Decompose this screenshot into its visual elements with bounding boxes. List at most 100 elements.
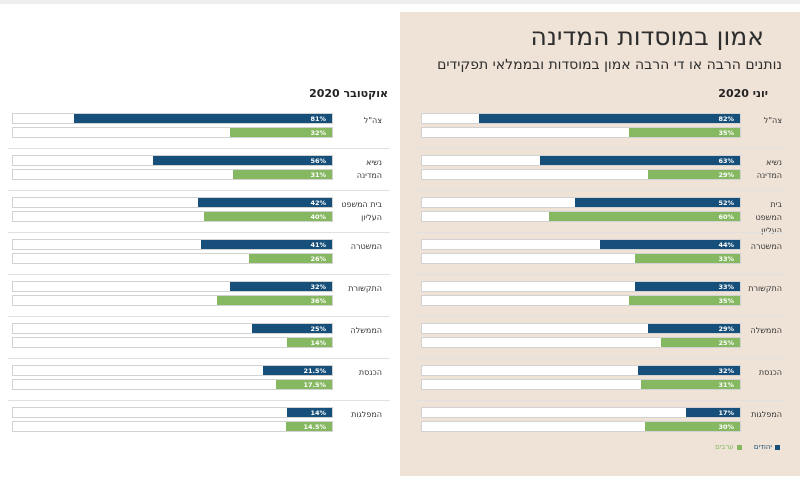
legend-label-jews: יהודים — [753, 443, 772, 451]
june-category-label-supreme-court: בית המשפט העליון — [755, 200, 782, 235]
june-value-label-president-jews: 63% — [718, 157, 734, 165]
june-bar-track-idf-arabs: 35% — [421, 127, 741, 138]
october-separator-parties — [8, 400, 390, 401]
october-bar-police-jews: 41% — [201, 240, 332, 249]
october-bar-police-arabs: 26% — [249, 254, 332, 263]
june-category-label-police: המשטרה — [750, 242, 782, 251]
october-bar-track-president-jews: 56% — [12, 155, 333, 166]
june-bar-track-police-arabs: 33% — [421, 253, 741, 264]
october-category-label-idf: צה"ל — [363, 116, 382, 125]
october-value-label-media-arabs: 36% — [310, 297, 326, 305]
june-bar-track-police-jews: 44% — [421, 239, 741, 250]
june-bar-track-supreme-court-arabs: 60% — [421, 211, 741, 222]
june-bar-track-president-arabs: 29% — [421, 169, 741, 180]
june-bar-government-jews: 29% — [647, 324, 740, 333]
legend-swatch-jews — [775, 444, 780, 450]
october-bar-knesset-arabs: 17.5% — [276, 380, 332, 389]
october-value-label-government-arabs: 14% — [310, 339, 326, 347]
june-bar-knesset-jews: 32% — [638, 366, 740, 375]
october-bar-track-supreme-court-jews: 42% — [12, 197, 333, 208]
october-bar-supreme-court-jews: 42% — [198, 198, 332, 207]
june-value-label-government-arabs: 25% — [718, 339, 734, 347]
october-bar-track-parties-arabs: 14.5% — [12, 421, 333, 432]
june-value-label-government-jews: 29% — [718, 325, 734, 333]
october-bar-knesset-jews: 21.5% — [263, 366, 332, 375]
legend-swatch-arabs — [736, 444, 742, 450]
october-bar-supreme-court-arabs: 40% — [204, 212, 332, 221]
june-category-label-government: הממשלה — [750, 326, 782, 335]
june-bar-supreme-court-arabs: 60% — [549, 212, 740, 221]
october-bar-parties-arabs: 14.5% — [285, 422, 332, 431]
june-bar-track-parties-arabs: 30% — [421, 421, 741, 432]
june-value-label-president-arabs: 29% — [718, 171, 734, 179]
october-bar-track-knesset-arabs: 17.5% — [12, 379, 333, 390]
october-value-label-idf-arabs: 32% — [310, 129, 326, 137]
october-2020-heading: אוקטובר 2020 — [309, 87, 388, 100]
june-category-label-idf: צה"ל — [763, 116, 782, 125]
october-bar-idf-jews: 81% — [73, 114, 332, 123]
october-separator-supreme-court — [8, 190, 390, 191]
october-value-label-supreme-court-jews: 42% — [310, 199, 326, 207]
june-value-label-parties-jews: 17% — [718, 409, 734, 417]
october-category-label-knesset: הכנסת — [358, 368, 382, 377]
page-subtitle: נותנים הרבה או די הרבה אמון במוסדות ובממ… — [437, 57, 782, 73]
june-bar-track-supreme-court-jews: 52% — [421, 197, 741, 208]
june-value-label-parties-arabs: 30% — [718, 423, 734, 431]
october-separator-president — [8, 148, 390, 149]
october-bar-track-media-arabs: 36% — [12, 295, 333, 306]
october-bar-track-police-arabs: 26% — [12, 253, 333, 264]
october-bar-track-police-jews: 41% — [12, 239, 333, 250]
october-bar-government-arabs: 14% — [287, 338, 332, 347]
october-bar-president-jews: 56% — [153, 156, 332, 165]
june-category-label-parties: המפלגות — [751, 410, 782, 419]
october-value-label-police-arabs: 26% — [310, 255, 326, 263]
october-bar-track-media-jews: 32% — [12, 281, 333, 292]
october-bar-parties-jews: 14% — [287, 408, 332, 417]
october-bar-track-government-jews: 25% — [12, 323, 333, 334]
june-bar-parties-jews: 17% — [685, 408, 740, 417]
june-bar-track-knesset-jews: 32% — [421, 365, 741, 376]
june-bar-president-jews: 63% — [539, 156, 740, 165]
june-value-label-supreme-court-arabs: 60% — [718, 213, 734, 221]
top-divider — [0, 0, 800, 4]
october-bar-track-government-arabs: 14% — [12, 337, 333, 348]
june-separator-government — [416, 316, 786, 317]
june-bar-track-media-jews: 33% — [421, 281, 741, 292]
june-bar-knesset-arabs: 31% — [641, 380, 740, 389]
june-bar-track-media-arabs: 35% — [421, 295, 741, 306]
october-bar-idf-arabs: 32% — [229, 128, 332, 137]
october-separator-knesset — [8, 358, 390, 359]
october-category-label-media: התקשורת — [348, 284, 382, 293]
october-value-label-president-arabs: 31% — [310, 171, 326, 179]
june-bar-idf-jews: 82% — [479, 114, 740, 123]
june-bar-track-government-jews: 29% — [421, 323, 741, 334]
october-bar-president-arabs: 31% — [233, 170, 332, 179]
legend: יהודים ערבים — [705, 443, 780, 451]
june-separator-president — [416, 148, 786, 149]
page-title: אמון במוסדות המדינה — [530, 22, 764, 51]
october-value-label-supreme-court-arabs: 40% — [310, 213, 326, 221]
october-separator-government — [8, 316, 390, 317]
june-value-label-idf-jews: 82% — [718, 115, 734, 123]
june-bar-track-government-arabs: 25% — [421, 337, 741, 348]
october-bar-track-parties-jews: 14% — [12, 407, 333, 418]
october-category-label-government: הממשלה — [350, 326, 382, 335]
june-category-label-president: נשיא המדינה — [756, 158, 782, 180]
june-bar-track-parties-jews: 17% — [421, 407, 741, 418]
june-bar-police-arabs: 33% — [635, 254, 740, 263]
june-separator-supreme-court — [416, 190, 786, 191]
june-bar-supreme-court-jews: 52% — [574, 198, 740, 207]
october-value-label-police-jews: 41% — [310, 241, 326, 249]
october-category-label-supreme-court: בית המשפט העליון — [341, 200, 382, 222]
june-value-label-media-arabs: 35% — [718, 297, 734, 305]
october-bar-media-jews: 32% — [229, 282, 332, 291]
legend-label-arabs: ערבים — [715, 443, 734, 451]
october-value-label-parties-arabs: 14.5% — [303, 423, 326, 431]
june-value-label-police-jews: 44% — [718, 241, 734, 249]
june-separator-knesset — [416, 358, 786, 359]
june-bar-media-jews: 33% — [635, 282, 740, 291]
october-category-label-parties: המפלגות — [351, 410, 382, 419]
october-separator-media — [8, 274, 390, 275]
june-bar-idf-arabs: 35% — [628, 128, 740, 137]
october-bar-track-supreme-court-arabs: 40% — [12, 211, 333, 222]
